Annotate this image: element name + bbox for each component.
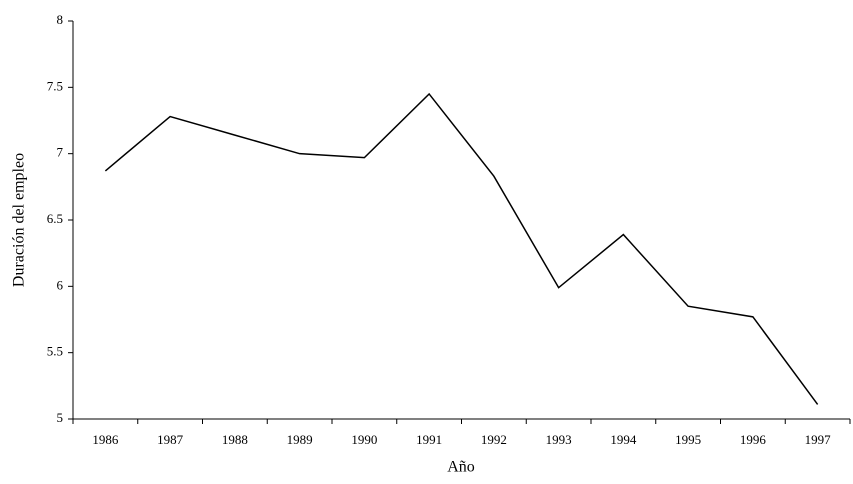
x-tick-label: 1995 bbox=[675, 432, 701, 447]
y-tick-label: 7.5 bbox=[47, 78, 63, 93]
x-tick-label: 1991 bbox=[416, 432, 442, 447]
x-tick-label: 1994 bbox=[610, 432, 637, 447]
y-tick-label: 6 bbox=[57, 277, 64, 292]
x-axis-label: Año bbox=[447, 459, 475, 476]
x-tick-label: 1993 bbox=[546, 432, 572, 447]
x-tick-label: 1996 bbox=[740, 432, 767, 447]
y-axis-label: Duración del empleo bbox=[11, 153, 28, 287]
y-tick-label: 5 bbox=[57, 410, 64, 425]
x-tick-label: 1992 bbox=[481, 432, 507, 447]
x-tick-label: 1987 bbox=[157, 432, 184, 447]
y-tick-label: 8 bbox=[57, 12, 64, 27]
x-tick-label: 1986 bbox=[92, 432, 119, 447]
x-tick-label: 1990 bbox=[351, 432, 377, 447]
y-tick-label: 6.5 bbox=[47, 211, 63, 226]
data-line bbox=[104, 92, 819, 405]
x-tick-label: 1997 bbox=[805, 432, 832, 447]
y-tick-label: 5.5 bbox=[47, 344, 63, 359]
x-tick-label: 1988 bbox=[222, 432, 248, 447]
y-tick-label: 7 bbox=[57, 145, 64, 160]
x-tick-label: 1989 bbox=[287, 432, 313, 447]
